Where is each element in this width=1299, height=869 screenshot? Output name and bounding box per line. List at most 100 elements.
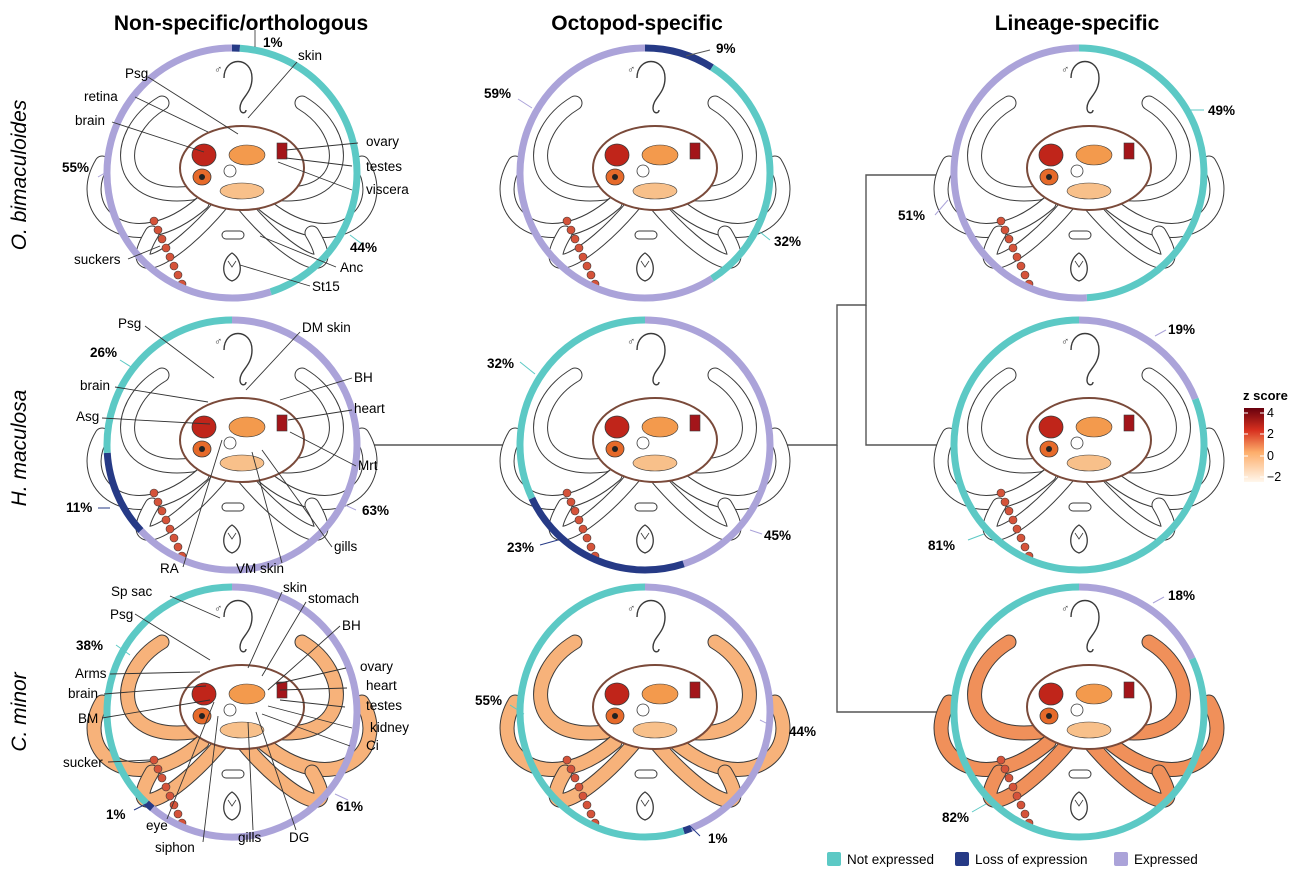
sucker: [586, 270, 596, 280]
arm: [1112, 368, 1190, 473]
leader-line: [509, 704, 525, 715]
pct-loss: 1%: [106, 807, 126, 822]
sucker: [566, 225, 576, 235]
tissue-label: Anc: [340, 260, 364, 275]
ring-segment-not-expressed: [516, 316, 646, 500]
viscera-organ: [219, 182, 265, 200]
pct-not-expressed: 81%: [928, 538, 955, 553]
viscera-organ: [219, 454, 265, 472]
stomach-organ: [223, 164, 237, 178]
sucker: [566, 764, 576, 774]
tissue-label: retina: [84, 89, 118, 104]
hatchling-detail: [1074, 799, 1084, 807]
hectocotylus: [1070, 600, 1100, 653]
panel-hmac-lin: ♂ 19% 81%: [928, 316, 1225, 574]
sucker: [574, 782, 584, 792]
sucker: [574, 515, 584, 525]
zscore-tick: 0: [1267, 449, 1274, 463]
arm: [549, 196, 642, 268]
pupil: [199, 713, 205, 719]
arm: [549, 468, 642, 540]
sucker: [1020, 809, 1030, 819]
sucker: [1000, 225, 1010, 235]
pct-not-expressed: 32%: [774, 234, 801, 249]
heart-organ: [689, 142, 701, 160]
viscera-organ: [632, 721, 678, 739]
viscera-organ: [219, 721, 265, 739]
hectocotylus: [1070, 61, 1100, 114]
sucker: [1012, 524, 1022, 534]
sucker: [562, 216, 572, 226]
leader-line: [517, 98, 533, 109]
tissue-label: Psg: [118, 316, 141, 331]
phylogenetic-tree: [354, 174, 953, 713]
octopus-illustration: ♂: [86, 61, 378, 289]
sucker: [157, 506, 167, 516]
tissue-leaders: [101, 591, 353, 843]
sucker: [1020, 542, 1030, 552]
zscore-colorbar: z score 4 2 0 −2: [1243, 388, 1288, 484]
brain-organ: [1038, 143, 1064, 167]
arm: [648, 196, 741, 268]
pct-not-expressed: 32%: [487, 356, 514, 371]
pct-loss: 11%: [66, 500, 92, 515]
tissue-label: brain: [68, 686, 98, 701]
viscera-organ: [1066, 721, 1112, 739]
viscera-organ: [632, 182, 678, 200]
column-title-octopod-specific: Octopod-specific: [551, 12, 723, 35]
octopus-illustration: ♂: [933, 600, 1225, 828]
arm: [678, 96, 756, 201]
pct-expressed: 44%: [789, 724, 816, 739]
ring-segment-expressed: [138, 316, 361, 574]
octopus-illustration: ♂: [86, 333, 378, 561]
sucker: [1004, 773, 1014, 783]
pupil: [612, 713, 618, 719]
arm: [121, 635, 199, 740]
stomach-organ: [636, 703, 650, 717]
sucker: [165, 524, 175, 534]
arm: [534, 96, 612, 201]
tissue-label: DM skin: [302, 320, 351, 335]
adult-stage: [634, 769, 658, 779]
sucker: [582, 533, 592, 543]
legend-swatch-loss: [955, 852, 969, 866]
male-symbol: ♂: [1061, 336, 1069, 348]
heart-organ: [1123, 414, 1135, 432]
panel-cmin-lin: ♂ 18% 82%: [933, 583, 1225, 841]
leader-line: [119, 359, 137, 371]
sucker: [161, 515, 171, 525]
ring-segment-loss-of-expression: [144, 800, 155, 812]
hatchling-detail: [227, 532, 237, 540]
sucker: [996, 488, 1006, 498]
pct-loss: 23%: [507, 540, 534, 555]
sucker: [165, 252, 175, 262]
heart-organ: [1123, 681, 1135, 699]
adult-stage: [634, 502, 658, 512]
sucker: [582, 800, 592, 810]
arm: [678, 368, 756, 473]
arm: [983, 735, 1076, 807]
zscore-title: z score: [1243, 388, 1288, 403]
arm: [968, 368, 1046, 473]
tree-branch-obim-lin: [772, 174, 953, 446]
tissue-label: ovary: [366, 134, 399, 149]
gonad-organ: [228, 683, 266, 705]
leader-line: [97, 169, 111, 178]
hectocotylus: [636, 333, 666, 386]
sucker: [562, 755, 572, 765]
pct-expressed: 61%: [336, 799, 363, 814]
sucker: [1016, 261, 1026, 271]
arm: [648, 735, 741, 807]
sucker: [1012, 791, 1022, 801]
tissue-label: BH: [354, 370, 373, 385]
leader-line: [967, 533, 985, 541]
tissue-label: Mrt: [358, 458, 378, 473]
hectocotylus: [636, 61, 666, 114]
brain-organ: [191, 143, 217, 167]
ring-segment-not-expressed: [950, 583, 1208, 841]
viscera-organ: [632, 454, 678, 472]
tissue-label: gills: [334, 539, 358, 554]
stomach-organ: [636, 164, 650, 178]
tissue-label: St15: [312, 279, 340, 294]
tissue-label: heart: [366, 678, 397, 693]
